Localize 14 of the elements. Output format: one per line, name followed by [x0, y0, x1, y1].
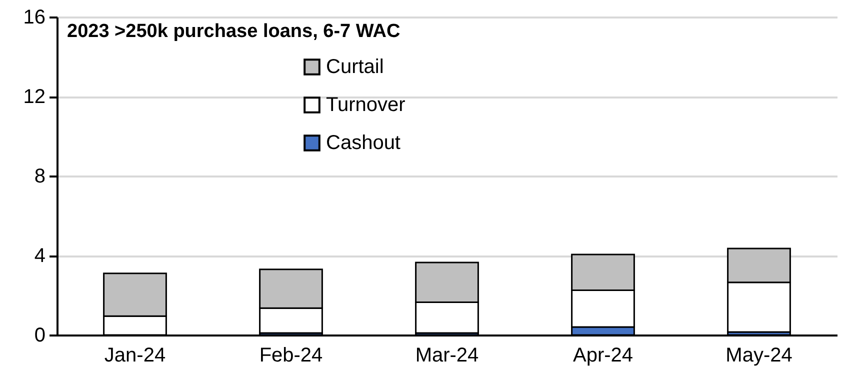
y-tick-label: 12	[23, 86, 46, 108]
y-tick-label: 16	[23, 6, 46, 28]
y-tick-label: 4	[34, 245, 46, 267]
y-tick-label: 0	[34, 324, 46, 346]
legend-label: Cashout	[326, 132, 401, 154]
x-tick-label: Feb-24	[259, 344, 323, 366]
x-tick-label: May-24	[726, 344, 792, 366]
legend-label: Curtail	[326, 56, 384, 78]
chart-title: 2023 >250k purchase loans, 6-7 WAC	[67, 21, 400, 42]
x-tick-label: Jan-24	[104, 344, 166, 366]
x-tick-label: Apr-24	[572, 344, 634, 366]
y-tick-label: 8	[34, 166, 46, 188]
legend-label: Turnover	[326, 94, 406, 116]
x-tick-label: Mar-24	[415, 344, 479, 366]
